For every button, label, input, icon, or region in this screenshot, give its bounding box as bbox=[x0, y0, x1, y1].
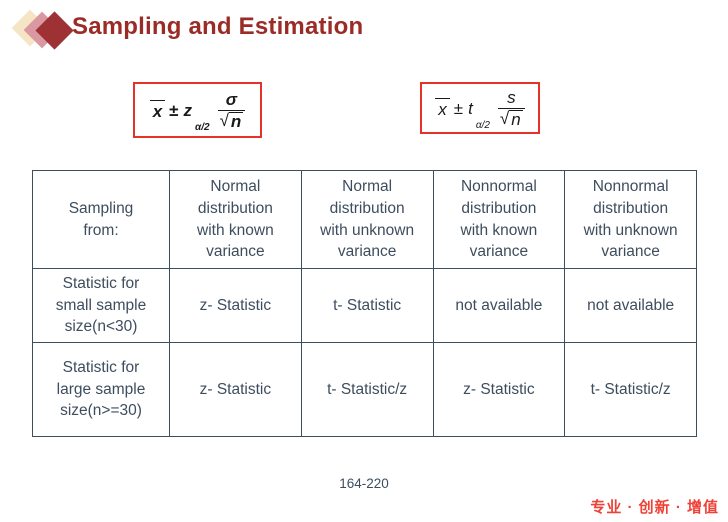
header-nonnormal-known: Nonnormal distribution with known varian… bbox=[432, 170, 566, 269]
alpha-subscript: α/2 bbox=[195, 121, 210, 133]
cell-large-normal-known: z- Statistic bbox=[169, 342, 302, 438]
cell-large-normal-unknown: t- Statistic/z bbox=[300, 342, 434, 438]
page-number: 164-220 bbox=[339, 476, 389, 491]
z-statistic-symbol: z bbox=[183, 100, 193, 120]
sampling-statistics-table: Sampling from: Normal distribution with … bbox=[32, 170, 697, 438]
fraction-denominator: √ n bbox=[497, 107, 525, 129]
x-bar-symbol: x bbox=[435, 98, 450, 118]
cell-large-nonnormal-known: z- Statistic bbox=[432, 342, 566, 438]
fraction-numerator-s: s bbox=[507, 87, 516, 107]
plus-minus-sign: ± bbox=[453, 98, 464, 118]
header-normal-unknown: Normal distribution with unknown varianc… bbox=[300, 170, 434, 269]
fraction-numerator-sigma: σ bbox=[225, 89, 238, 109]
alpha-subscript: α/2 bbox=[475, 119, 490, 131]
t-statistic-symbol: t bbox=[468, 98, 473, 118]
header-normal-known: Normal distribution with known variance bbox=[169, 170, 302, 269]
page-title: Sampling and Estimation bbox=[72, 13, 364, 40]
radicand-n: n bbox=[509, 109, 523, 129]
fraction: σ √ n bbox=[217, 89, 246, 131]
table-row-large-sample: Statistic for large sample size(n>=30) z… bbox=[32, 342, 697, 438]
cell-large-nonnormal-unknown: t- Statistic/z bbox=[564, 342, 697, 438]
x-bar-symbol: x bbox=[149, 100, 166, 120]
z-interval-formula-box: x ± z α/2 σ √ n bbox=[133, 82, 262, 138]
header-nonnormal-unknown: Nonnormal distribution with unknown vari… bbox=[564, 170, 697, 269]
fraction-denominator: √ n bbox=[217, 109, 246, 131]
z-interval-formula: x ± z α/2 σ √ n bbox=[149, 89, 246, 133]
sqrt-icon: √ bbox=[219, 110, 229, 130]
fraction: s √ n bbox=[497, 87, 525, 129]
table-row-small-sample: Statistic for small sample size(n<30) z-… bbox=[32, 267, 697, 344]
cell-small-nonnormal-unknown: not available bbox=[564, 267, 697, 344]
radicand-n: n bbox=[228, 111, 244, 131]
plus-minus-sign: ± bbox=[169, 100, 179, 120]
footer-motto: 专业 · 创新 · 增值 bbox=[590, 499, 719, 516]
header-sampling-from: Sampling from: bbox=[32, 170, 170, 269]
row-label-small-sample: Statistic for small sample size(n<30) bbox=[32, 267, 170, 344]
cell-small-normal-unknown: t- Statistic bbox=[300, 267, 434, 344]
t-interval-formula-box: x ± t α/2 s √ n bbox=[420, 82, 540, 134]
table-header-row: Sampling from: Normal distribution with … bbox=[32, 170, 697, 269]
sqrt-icon: √ bbox=[499, 108, 510, 128]
t-interval-formula: x ± t α/2 s √ n bbox=[435, 87, 525, 131]
cell-small-normal-known: z- Statistic bbox=[169, 267, 302, 344]
row-label-large-sample: Statistic for large sample size(n>=30) bbox=[32, 342, 170, 438]
cell-small-nonnormal-known: not available bbox=[432, 267, 566, 344]
